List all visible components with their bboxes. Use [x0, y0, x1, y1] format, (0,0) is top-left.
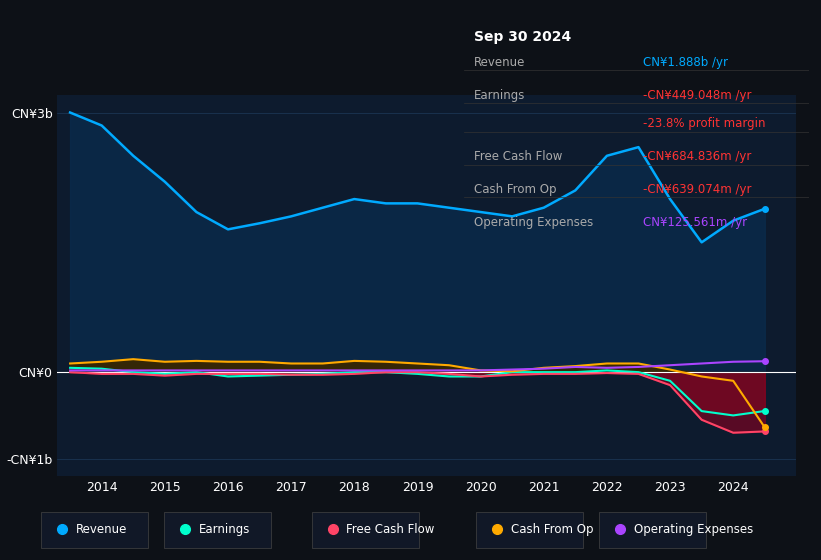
FancyBboxPatch shape	[312, 512, 419, 548]
Text: Cash From Op: Cash From Op	[475, 183, 557, 197]
Text: Earnings: Earnings	[475, 89, 525, 102]
Text: -CN¥639.074m /yr: -CN¥639.074m /yr	[643, 183, 752, 197]
Text: -CN¥449.048m /yr: -CN¥449.048m /yr	[643, 89, 752, 102]
Text: Earnings: Earnings	[199, 522, 250, 536]
Text: Revenue: Revenue	[76, 522, 127, 536]
Text: Operating Expenses: Operating Expenses	[634, 522, 753, 536]
Text: Sep 30 2024: Sep 30 2024	[475, 30, 571, 44]
Text: -CN¥684.836m /yr: -CN¥684.836m /yr	[643, 151, 751, 164]
Text: Revenue: Revenue	[475, 57, 525, 69]
Text: CN¥125.561m /yr: CN¥125.561m /yr	[643, 216, 747, 229]
Text: Operating Expenses: Operating Expenses	[475, 216, 594, 229]
Text: Cash From Op: Cash From Op	[511, 522, 593, 536]
Text: -23.8% profit margin: -23.8% profit margin	[643, 118, 766, 130]
FancyBboxPatch shape	[599, 512, 706, 548]
Text: Free Cash Flow: Free Cash Flow	[346, 522, 435, 536]
FancyBboxPatch shape	[476, 512, 583, 548]
FancyBboxPatch shape	[41, 512, 148, 548]
Text: CN¥1.888b /yr: CN¥1.888b /yr	[643, 57, 728, 69]
FancyBboxPatch shape	[164, 512, 271, 548]
Text: Free Cash Flow: Free Cash Flow	[475, 151, 562, 164]
